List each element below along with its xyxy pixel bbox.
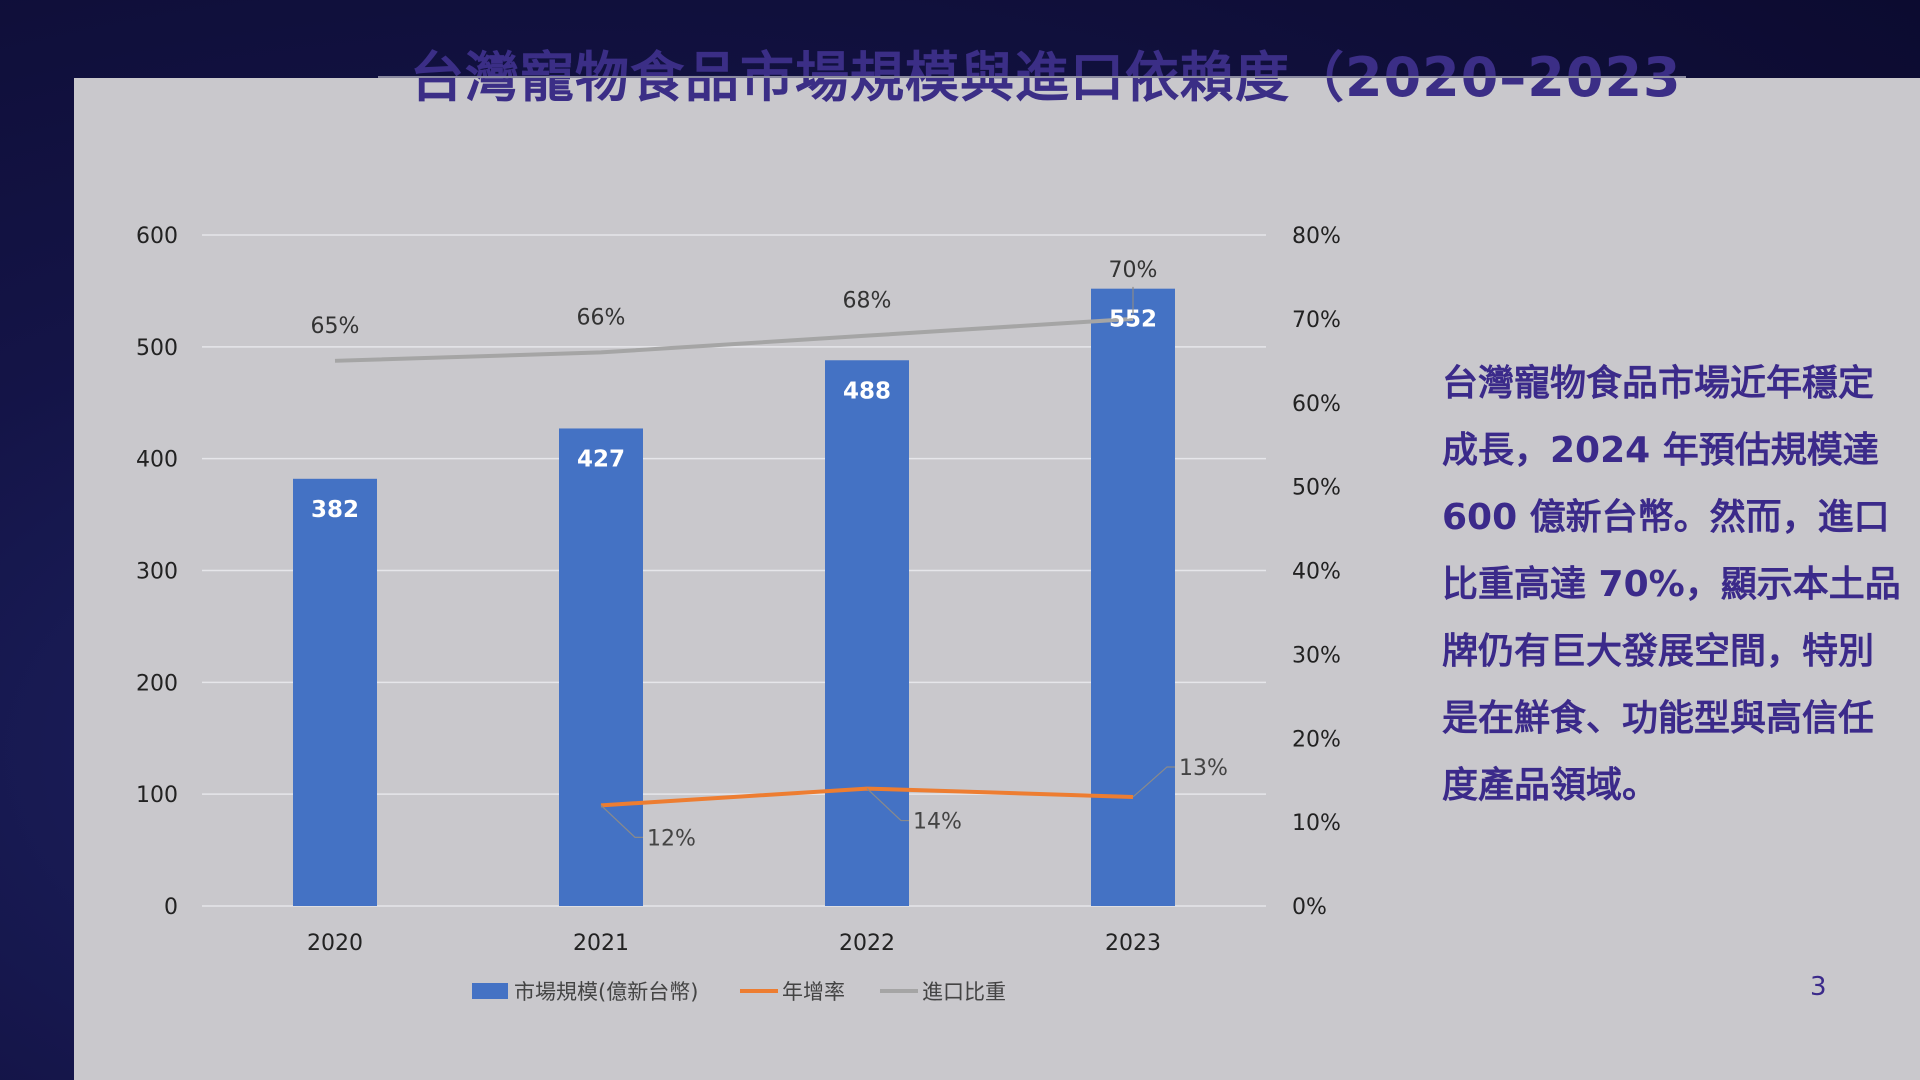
legend-label: 進口比重 <box>922 980 1006 1004</box>
legend-swatch <box>472 983 508 999</box>
import-share-label: 66% <box>577 305 626 330</box>
legend-label: 市場規模(億新台幣) <box>514 980 698 1004</box>
right-tick-label: 30% <box>1292 643 1341 668</box>
x-tick-label: 2022 <box>839 931 895 956</box>
grid-lines <box>202 234 1266 907</box>
bar-value-label: 488 <box>843 378 891 404</box>
import-share-line <box>334 316 1134 363</box>
bar-value-label: 382 <box>311 497 359 523</box>
left-tick-label: 200 <box>136 671 178 696</box>
page-number: 3 <box>1810 972 1827 1002</box>
legend-label: 年增率 <box>782 980 845 1004</box>
import-share-label: 65% <box>311 314 360 339</box>
chart-legend[interactable]: 市場規模(億新台幣) 年增率 進口比重 <box>472 980 1006 1004</box>
right-tick-label: 70% <box>1292 308 1341 333</box>
left-tick-label: 300 <box>136 560 178 585</box>
left-axis-ticks: 0 100 200 300 400 500 600 <box>136 224 178 920</box>
right-tick-label: 0% <box>1292 895 1327 920</box>
growth-rate-label: 12% <box>647 826 696 851</box>
bar <box>559 428 643 906</box>
right-tick-label: 10% <box>1292 811 1341 836</box>
bar-series <box>293 288 1175 907</box>
right-tick-label: 20% <box>1292 727 1341 752</box>
right-tick-label: 80% <box>1292 224 1341 249</box>
label-leader <box>1132 766 1175 798</box>
x-tick-label: 2021 <box>573 931 629 956</box>
left-tick-label: 600 <box>136 224 178 249</box>
right-tick-label: 60% <box>1292 392 1341 417</box>
slide-panel <box>74 78 1920 1080</box>
right-tick-label: 50% <box>1292 476 1341 501</box>
import-share-label: 68% <box>843 289 892 314</box>
x-axis-ticks: 2020 2021 2022 2023 <box>307 931 1161 956</box>
right-axis-ticks: 0% 10% 20% 30% 40% 50% 60% 70% 80% <box>1292 224 1341 920</box>
bar <box>293 478 377 906</box>
description-text: 台灣寵物食品市場近年穩定成長，2024 年預估規模達 600 億新台幣。然而，進… <box>1442 363 1901 806</box>
x-tick-label: 2020 <box>307 931 363 956</box>
left-tick-label: 500 <box>136 336 178 361</box>
left-tick-label: 400 <box>136 448 178 473</box>
growth-rate-label: 14% <box>913 810 962 835</box>
label-leader <box>866 788 909 822</box>
right-tick-label: 40% <box>1292 560 1341 585</box>
bar-value-label: 427 <box>577 446 625 472</box>
title-underline <box>378 76 1686 78</box>
growth-rate-label: 13% <box>1179 756 1228 781</box>
x-tick-label: 2023 <box>1105 931 1161 956</box>
label-leader <box>600 804 643 838</box>
import-share-label: 70% <box>1109 258 1158 283</box>
line-series <box>334 316 1134 808</box>
left-tick-label: 100 <box>136 783 178 808</box>
left-tick-label: 0 <box>164 895 178 920</box>
bar <box>1091 288 1175 906</box>
bar <box>825 360 909 907</box>
